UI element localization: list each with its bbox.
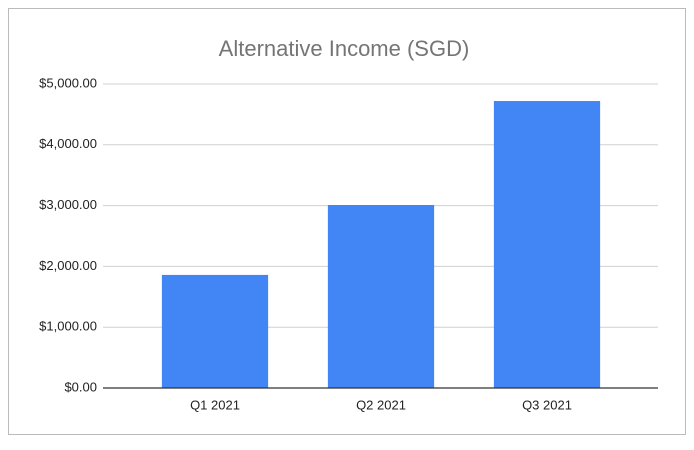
chart-title: Alternative Income (SGD)	[219, 36, 470, 61]
bar	[327, 204, 435, 388]
y-tick-label: $5,000.00	[39, 75, 97, 90]
y-tick-label: $4,000.00	[39, 136, 97, 151]
bar	[493, 101, 601, 389]
x-tick-label: Q1 2021	[190, 397, 240, 412]
bar	[161, 274, 269, 388]
y-tick-label: $3,000.00	[39, 197, 97, 212]
y-tick-label: $2,000.00	[39, 258, 97, 273]
x-tick-label: Q2 2021	[356, 397, 406, 412]
x-tick-label: Q3 2021	[522, 397, 572, 412]
y-tick-label: $0.00	[64, 379, 97, 394]
y-tick-label: $1,000.00	[39, 319, 97, 334]
